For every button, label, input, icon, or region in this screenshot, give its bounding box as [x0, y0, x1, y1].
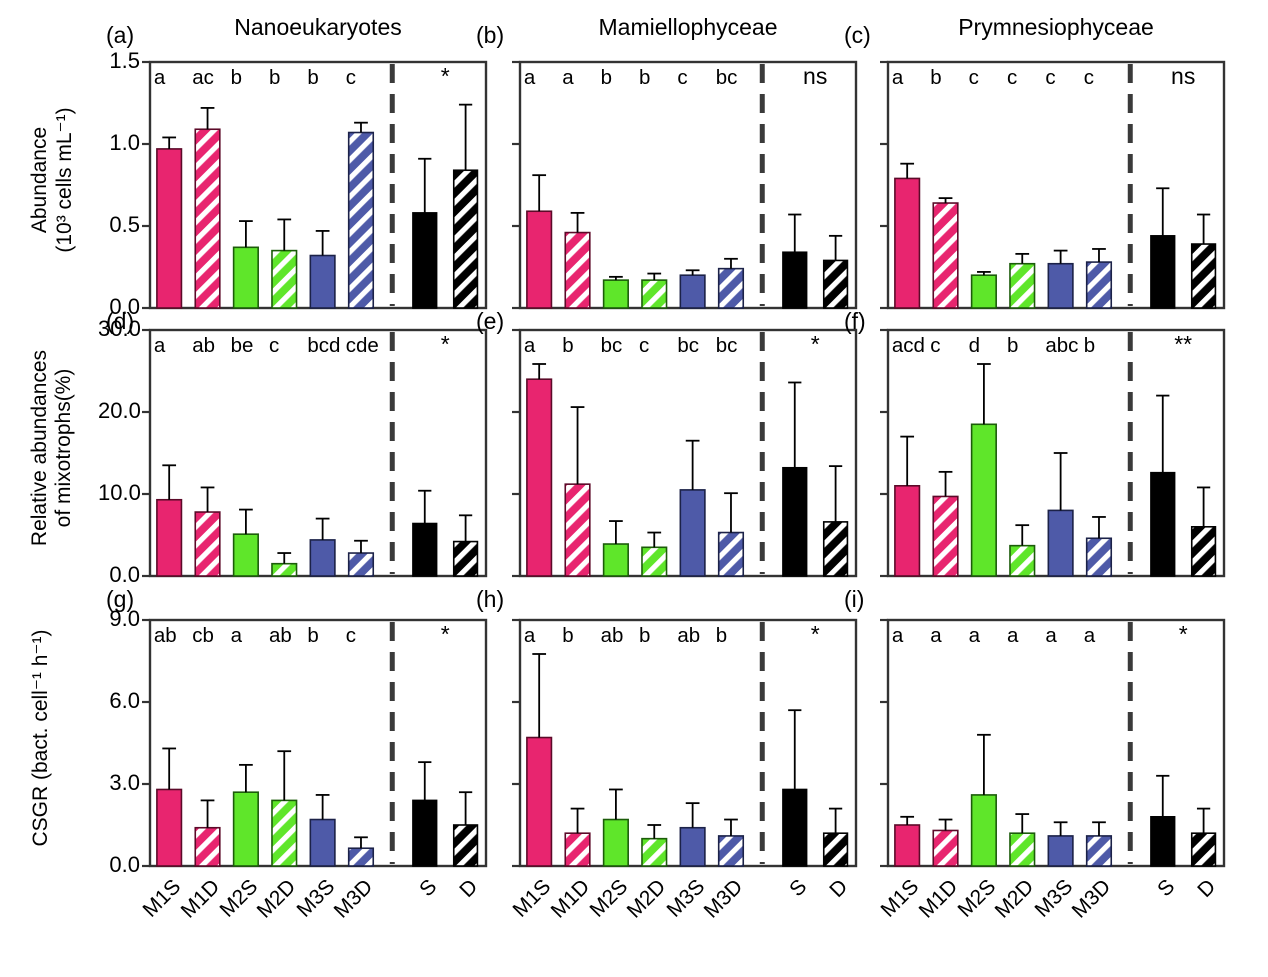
svg-text:*: * [1179, 621, 1188, 647]
svg-text:*: * [811, 621, 820, 647]
svg-text:a: a [1007, 624, 1019, 647]
svg-text:*: * [441, 331, 450, 357]
svg-text:bcd: bcd [307, 334, 340, 357]
svg-text:b: b [1084, 334, 1095, 357]
svg-text:cde: cde [346, 334, 379, 357]
svg-text:a: a [969, 624, 981, 647]
svg-text:b: b [639, 624, 650, 647]
svg-text:b: b [716, 624, 727, 647]
svg-text:a: a [524, 66, 536, 89]
svg-text:a: a [892, 624, 904, 647]
svg-text:b: b [269, 66, 280, 89]
svg-text:a: a [154, 334, 166, 357]
svg-text:a: a [524, 334, 536, 357]
svg-text:be: be [231, 334, 254, 357]
svg-text:a: a [892, 66, 904, 89]
svg-text:c: c [346, 66, 356, 89]
svg-text:*: * [811, 331, 820, 357]
svg-text:a: a [524, 624, 536, 647]
svg-text:d: d [969, 334, 980, 357]
svg-text:bc: bc [716, 66, 738, 89]
svg-text:bc: bc [716, 334, 738, 357]
svg-text:b: b [307, 66, 318, 89]
svg-text:abc: abc [1045, 334, 1078, 357]
svg-text:bc: bc [601, 334, 623, 357]
svg-text:*: * [441, 621, 450, 647]
svg-text:c: c [1045, 66, 1055, 89]
svg-text:c: c [269, 334, 279, 357]
svg-text:ns: ns [803, 63, 827, 89]
svg-text:b: b [639, 66, 650, 89]
svg-text:b: b [562, 624, 573, 647]
svg-text:a: a [930, 624, 942, 647]
svg-text:ab: ab [677, 624, 700, 647]
svg-text:a: a [1045, 624, 1057, 647]
svg-text:ac: ac [192, 66, 214, 89]
svg-text:ab: ab [154, 624, 177, 647]
svg-text:b: b [231, 66, 242, 89]
svg-text:ab: ab [269, 624, 292, 647]
svg-text:a: a [1084, 624, 1096, 647]
svg-text:*: * [441, 63, 450, 89]
svg-text:acd: acd [892, 334, 925, 357]
svg-text:ns: ns [1171, 63, 1195, 89]
svg-text:c: c [930, 334, 940, 357]
svg-text:b: b [601, 66, 612, 89]
svg-text:**: ** [1174, 331, 1192, 357]
svg-text:c: c [346, 624, 356, 647]
svg-text:bc: bc [677, 334, 699, 357]
svg-text:c: c [1007, 66, 1017, 89]
svg-text:a: a [231, 624, 243, 647]
svg-text:cb: cb [192, 624, 214, 647]
svg-text:c: c [1084, 66, 1094, 89]
svg-text:b: b [930, 66, 941, 89]
svg-text:b: b [307, 624, 318, 647]
svg-text:a: a [562, 66, 574, 89]
svg-text:a: a [154, 66, 166, 89]
svg-text:ab: ab [601, 624, 624, 647]
svg-text:c: c [677, 66, 687, 89]
svg-text:b: b [562, 334, 573, 357]
svg-text:c: c [639, 334, 649, 357]
svg-text:c: c [969, 66, 979, 89]
svg-text:b: b [1007, 334, 1018, 357]
svg-text:ab: ab [192, 334, 215, 357]
